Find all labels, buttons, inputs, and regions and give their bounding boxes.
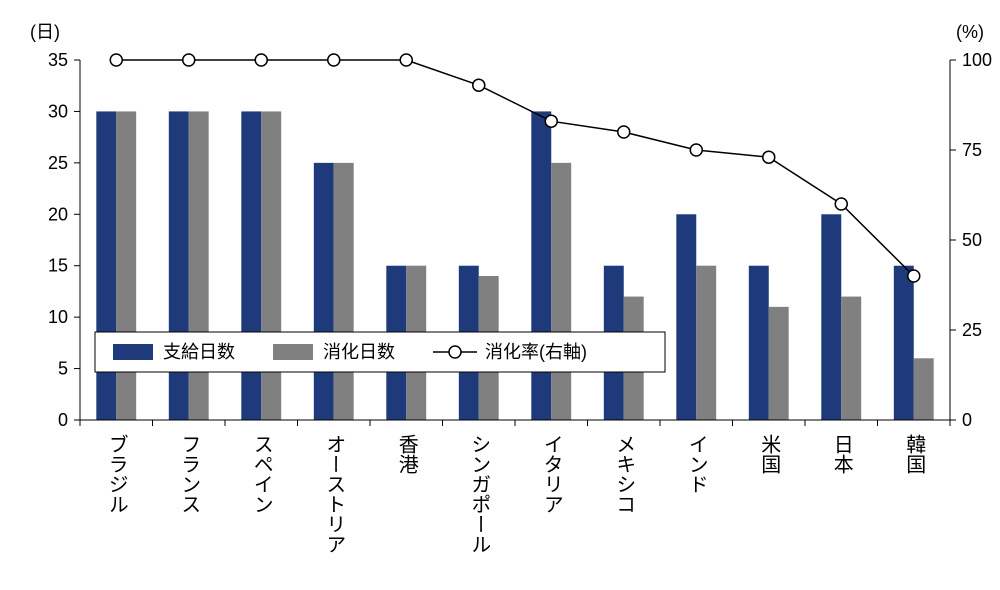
category-label: 米国 — [758, 434, 781, 474]
line-marker — [835, 198, 847, 210]
line-marker — [255, 54, 267, 66]
line-marker — [545, 115, 557, 127]
bar-paid — [96, 111, 116, 420]
category-label: イタリア — [540, 434, 562, 514]
right-tick-label: 75 — [962, 140, 982, 160]
category-label: 香港 — [395, 434, 418, 474]
chart-container: (日) (%) 0 5 10 15 20 25 30 35 0 25 50 75 100 支給日数 消化日数 消化… — [0, 0, 1000, 590]
bar-paid — [894, 266, 914, 420]
line-marker — [110, 54, 122, 66]
right-tick-label: 50 — [962, 230, 982, 250]
bar-paid — [821, 214, 841, 420]
category-label: 日本 — [830, 434, 853, 474]
category-label: シンガポール — [468, 434, 490, 554]
legend-marker-line — [449, 346, 461, 358]
bar-used — [769, 307, 789, 420]
line-marker — [473, 79, 485, 91]
bar-paid — [676, 214, 696, 420]
category-label: メキシコ — [613, 434, 635, 514]
left-tick-label: 20 — [48, 204, 68, 224]
line-marker — [328, 54, 340, 66]
left-tick-label: 0 — [58, 410, 68, 430]
legend-label-bar1: 支給日数 — [163, 342, 235, 362]
line-marker — [763, 151, 775, 163]
category-label: スペイン — [250, 434, 272, 514]
category-label: 韓国 — [903, 434, 926, 474]
left-axis-title: (日) — [30, 22, 60, 42]
left-tick-label: 15 — [48, 256, 68, 276]
bar-used — [334, 163, 354, 420]
line-rate — [116, 60, 914, 276]
left-tick-label: 35 — [48, 50, 68, 70]
bar-used — [914, 358, 934, 420]
legend-swatch-bar1 — [113, 344, 153, 360]
category-label: ブラジル — [105, 434, 127, 514]
right-axis-title: (%) — [956, 22, 984, 42]
bar-used — [116, 111, 136, 420]
right-tick-label: 100 — [962, 50, 992, 70]
bar-paid — [749, 266, 769, 420]
bar-used — [189, 111, 209, 420]
bar-used — [841, 297, 861, 420]
left-tick-label: 10 — [48, 307, 68, 327]
category-label: インド — [685, 434, 707, 494]
left-tick-label: 25 — [48, 153, 68, 173]
bar-used — [551, 163, 571, 420]
bar-used — [261, 111, 281, 420]
bar-paid — [531, 111, 551, 420]
bar-used — [696, 266, 716, 420]
line-marker — [908, 270, 920, 282]
legend-label-line: 消化率(右軸) — [485, 342, 587, 362]
category-label: フランス — [178, 434, 200, 514]
line-marker — [690, 144, 702, 156]
legend-label-bar2: 消化日数 — [323, 342, 395, 362]
line-marker — [400, 54, 412, 66]
bar-paid — [169, 111, 189, 420]
left-tick-label: 30 — [48, 101, 68, 121]
chart-svg: (日) (%) 0 5 10 15 20 25 30 35 0 25 50 75 100 支給日数 消化日数 消化… — [0, 0, 1000, 590]
right-tick-label: 0 — [962, 410, 972, 430]
bar-paid — [241, 111, 261, 420]
bar-paid — [314, 163, 334, 420]
right-tick-label: 25 — [962, 320, 982, 340]
line-marker — [183, 54, 195, 66]
legend-swatch-bar2 — [273, 344, 313, 360]
line-marker — [618, 126, 630, 138]
left-tick-label: 5 — [58, 359, 68, 379]
category-label: オーストリア — [323, 434, 345, 554]
